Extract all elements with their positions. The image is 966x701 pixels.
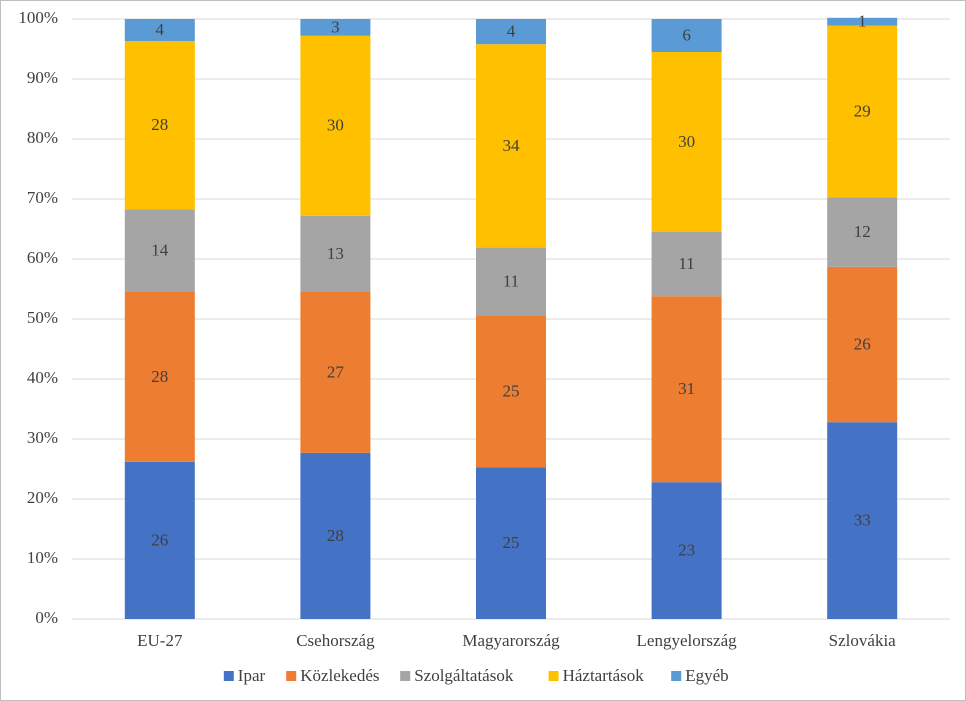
- bar-segment: [651, 232, 722, 297]
- x-tick-label: Csehország: [296, 631, 375, 650]
- x-tick-label: Szlovákia: [829, 631, 896, 650]
- bar-segment: [124, 292, 195, 462]
- data-label: 14: [151, 241, 169, 260]
- bar-segment: [827, 197, 898, 267]
- data-label: 25: [503, 382, 520, 401]
- y-tick-label: 10%: [27, 548, 58, 567]
- data-label: 27: [327, 362, 345, 381]
- data-label: 30: [327, 116, 344, 135]
- bar-segment: [827, 25, 898, 198]
- data-label: 11: [503, 272, 519, 291]
- data-label: 28: [151, 367, 168, 386]
- y-tick-label: 20%: [27, 488, 58, 507]
- bar-segment: [827, 422, 898, 619]
- data-label: 12: [854, 222, 871, 241]
- y-tick-label: 60%: [27, 248, 58, 267]
- y-tick-label: 40%: [27, 368, 58, 387]
- bar-segment: [300, 19, 371, 36]
- bar-segment: [300, 215, 371, 292]
- x-tick-label: Lengyelország: [637, 631, 738, 650]
- data-label: 11: [678, 254, 694, 273]
- data-label: 28: [151, 115, 168, 134]
- x-tick-label: Magyarország: [462, 631, 560, 650]
- data-label: 33: [854, 511, 871, 530]
- bar-segment: [651, 296, 722, 483]
- bar-segment: [651, 19, 722, 52]
- legend-swatch: [548, 671, 559, 681]
- y-tick-label: 0%: [35, 608, 58, 627]
- y-tick-label: 70%: [27, 188, 58, 207]
- bar-segment: [476, 19, 546, 45]
- bar-segment: [651, 482, 722, 619]
- bar-segment: [476, 247, 546, 316]
- bar-segment: [124, 41, 195, 210]
- y-tick-label: 100%: [18, 8, 58, 27]
- bar-segment: [476, 44, 546, 248]
- data-label: 3: [331, 17, 340, 36]
- legend-label: Szolgáltatások: [414, 666, 514, 685]
- data-label: 34: [503, 136, 521, 155]
- bar-segment: [827, 17, 898, 26]
- data-label: 6: [682, 25, 691, 44]
- data-label: 26: [854, 334, 871, 353]
- data-label: 23: [678, 541, 695, 560]
- data-label: 1: [858, 12, 867, 31]
- bar-segment: [124, 209, 195, 292]
- bar-segment: [300, 452, 371, 619]
- bar-segment: [651, 52, 722, 232]
- x-tick-label: EU-27: [137, 631, 183, 650]
- legend-label: Közlekedés: [300, 666, 379, 685]
- bar-segment: [124, 461, 195, 619]
- data-label: 30: [678, 132, 695, 151]
- legend-swatch: [671, 671, 682, 681]
- bar-segment: [300, 292, 371, 453]
- legend-swatch: [286, 671, 297, 681]
- bar-segment: [827, 266, 898, 423]
- legend-label: Egyéb: [685, 666, 728, 685]
- data-label: 13: [327, 244, 344, 263]
- legend-swatch: [223, 671, 234, 681]
- data-label: 31: [678, 379, 695, 398]
- bar-segment: [124, 19, 195, 42]
- y-tick-label: 50%: [27, 308, 58, 327]
- legend-label: Háztartások: [563, 666, 645, 685]
- bar-segment: [476, 316, 546, 468]
- data-label: 4: [507, 22, 516, 41]
- data-label: 4: [156, 20, 165, 39]
- data-label: 29: [854, 101, 871, 120]
- legend-swatch: [400, 671, 411, 681]
- bar-segment: [476, 467, 546, 619]
- y-tick-label: 30%: [27, 428, 58, 447]
- legend-label: Ipar: [238, 666, 266, 685]
- bar-segment: [300, 35, 371, 216]
- data-label: 28: [327, 526, 344, 545]
- y-tick-label: 90%: [27, 68, 58, 87]
- data-label: 25: [503, 533, 520, 552]
- data-label: 26: [151, 530, 168, 549]
- y-tick-label: 80%: [27, 128, 58, 147]
